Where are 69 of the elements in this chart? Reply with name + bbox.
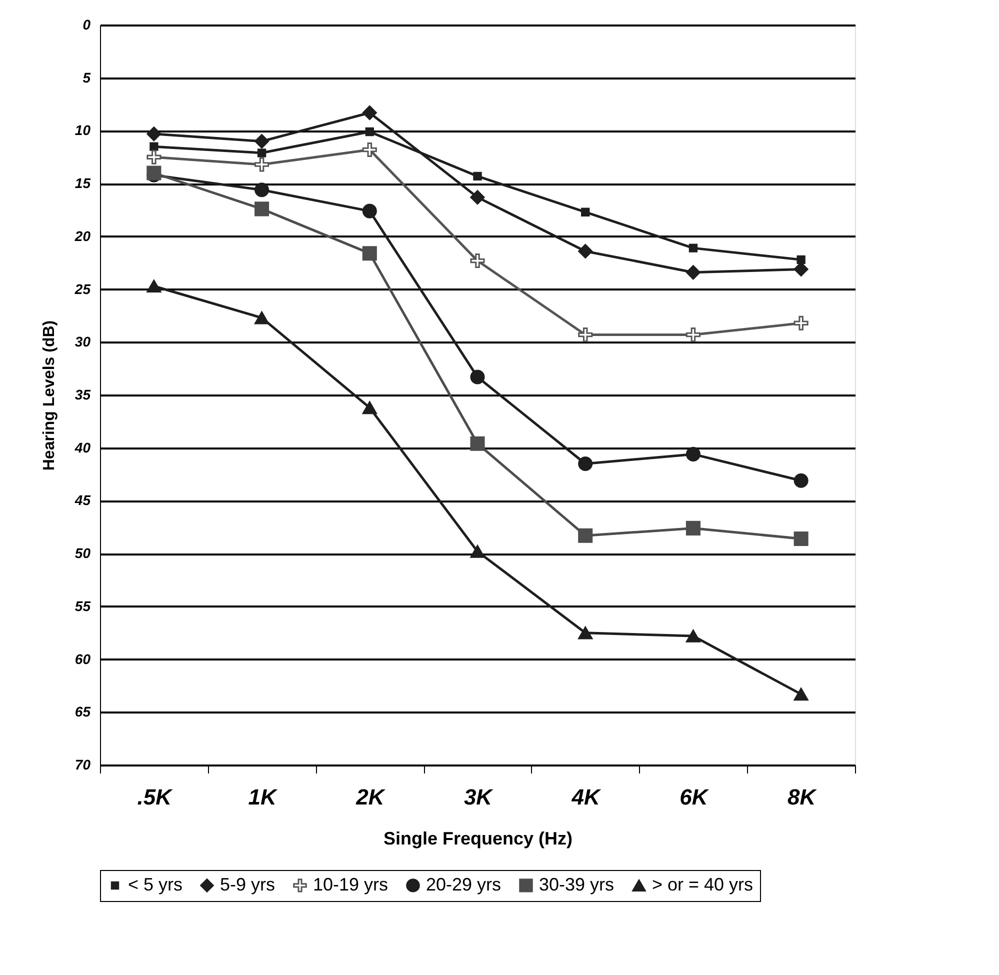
point bbox=[146, 280, 162, 293]
y-tick-label: 15 bbox=[74, 175, 91, 192]
y-tick-label: 0 bbox=[82, 16, 91, 32]
point bbox=[470, 253, 485, 268]
point bbox=[686, 265, 700, 280]
point bbox=[686, 520, 700, 536]
y-tick-label: 25 bbox=[74, 280, 91, 297]
point bbox=[796, 255, 806, 264]
point bbox=[362, 204, 377, 218]
x-tick-label: 4K bbox=[570, 784, 602, 810]
y-tick-label: 40 bbox=[74, 439, 91, 456]
point bbox=[794, 532, 808, 546]
point bbox=[362, 401, 377, 414]
x-tick-label: 8K bbox=[788, 784, 818, 810]
point bbox=[470, 436, 485, 451]
legend-label: 30-39 yrs bbox=[539, 874, 614, 894]
y-tick-label: 35 bbox=[74, 386, 91, 402]
point bbox=[254, 202, 270, 216]
point bbox=[362, 105, 377, 120]
x-tick-label: .5K bbox=[137, 784, 174, 810]
legend-label: 10-19 yrs bbox=[313, 874, 388, 894]
y-tick-label: 30 bbox=[74, 334, 91, 350]
point bbox=[578, 456, 593, 471]
point bbox=[362, 142, 377, 158]
point bbox=[470, 545, 485, 558]
point bbox=[794, 316, 808, 330]
point bbox=[688, 244, 698, 252]
point bbox=[254, 311, 270, 324]
point bbox=[470, 370, 485, 384]
point bbox=[686, 630, 700, 642]
point bbox=[254, 134, 270, 149]
point bbox=[257, 148, 266, 158]
point bbox=[794, 688, 808, 701]
point bbox=[254, 182, 270, 198]
y-tick-label: 45 bbox=[74, 492, 91, 508]
y-tick-label: 60 bbox=[74, 650, 91, 667]
point bbox=[254, 157, 270, 172]
legend-label: 20-29 yrs bbox=[426, 874, 502, 894]
y-tick-label: 20 bbox=[74, 228, 91, 244]
point bbox=[146, 150, 162, 164]
x-tick-label: 2K bbox=[355, 784, 386, 810]
x-tick-label: 6K bbox=[680, 784, 710, 810]
y-axis-title: Hearing Levels (dB) bbox=[40, 320, 58, 471]
legend-label: > or = 40 yrs bbox=[652, 874, 754, 894]
point bbox=[578, 327, 593, 342]
point bbox=[470, 190, 485, 205]
x-tick-label: 1K bbox=[248, 784, 278, 810]
x-axis-title: Single Frequency (Hz) bbox=[383, 828, 573, 848]
legend-label: < 5 yrs bbox=[128, 874, 183, 894]
x-tick-label: 3K bbox=[464, 784, 494, 810]
point bbox=[686, 446, 700, 462]
legend-label: 5-9 yrs bbox=[220, 874, 276, 894]
point bbox=[578, 626, 593, 640]
point bbox=[150, 142, 158, 151]
point bbox=[362, 246, 377, 261]
y-tick-label: 55 bbox=[74, 598, 91, 614]
y-tick-label: 70 bbox=[74, 756, 91, 772]
point bbox=[473, 172, 482, 181]
point bbox=[365, 127, 374, 136]
point bbox=[578, 244, 593, 258]
point bbox=[794, 473, 808, 488]
point bbox=[686, 327, 700, 342]
y-tick-label: 65 bbox=[74, 704, 91, 720]
y-tick-label: 50 bbox=[74, 545, 91, 562]
point bbox=[146, 126, 162, 142]
point bbox=[578, 528, 593, 543]
point bbox=[581, 208, 590, 216]
y-tick-label: 10 bbox=[74, 122, 91, 138]
y-tick-label: 5 bbox=[82, 69, 91, 86]
